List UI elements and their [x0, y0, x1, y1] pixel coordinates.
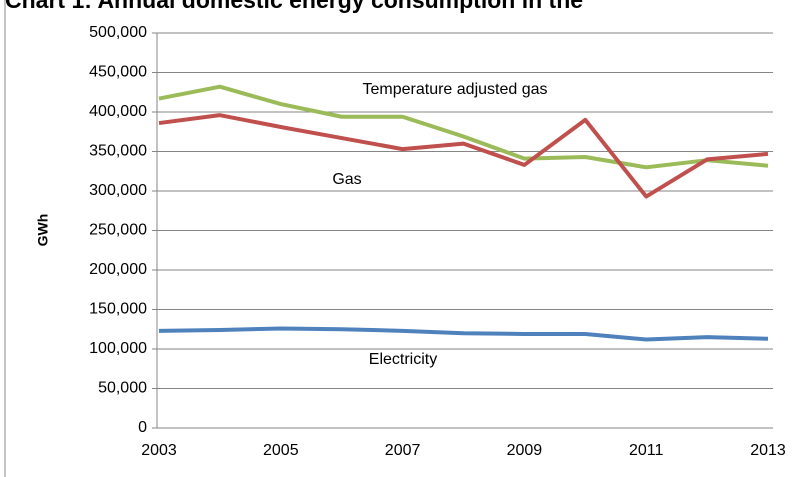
y-tick-label: 0 — [138, 419, 147, 436]
y-axis-label: GWh — [35, 214, 51, 247]
series-label: Electricity — [369, 351, 437, 368]
y-tick-label: 250,000 — [89, 222, 147, 239]
x-tick-label: 2005 — [263, 442, 299, 459]
chart-border — [4, 0, 6, 477]
y-tick-label: 300,000 — [89, 182, 147, 199]
series-label: Gas — [332, 171, 361, 188]
x-tick-label: 2003 — [141, 442, 177, 459]
y-tick-label: 200,000 — [89, 261, 147, 278]
y-tick-label: 350,000 — [89, 143, 147, 160]
y-tick-label: 50,000 — [98, 380, 147, 397]
x-tick-label: 2011 — [629, 442, 664, 459]
x-tick-label: 2007 — [385, 442, 421, 459]
x-tick-label: 2009 — [507, 442, 543, 459]
y-tick-label: 450,000 — [89, 64, 147, 81]
y-tick-label: 100,000 — [89, 340, 147, 357]
y-tick-label: 150,000 — [89, 301, 147, 318]
y-tick-label: 400,000 — [89, 103, 147, 120]
series-line — [158, 326, 769, 342]
series-line — [158, 84, 769, 170]
series-line — [158, 113, 769, 199]
x-tick-label: 2013 — [750, 442, 786, 459]
chart-title: Chart 1: Annual domestic energy consumpt… — [5, 0, 583, 13]
series-label: Temperature adjusted gas — [363, 81, 548, 98]
y-tick-label: 500,000 — [89, 24, 147, 41]
